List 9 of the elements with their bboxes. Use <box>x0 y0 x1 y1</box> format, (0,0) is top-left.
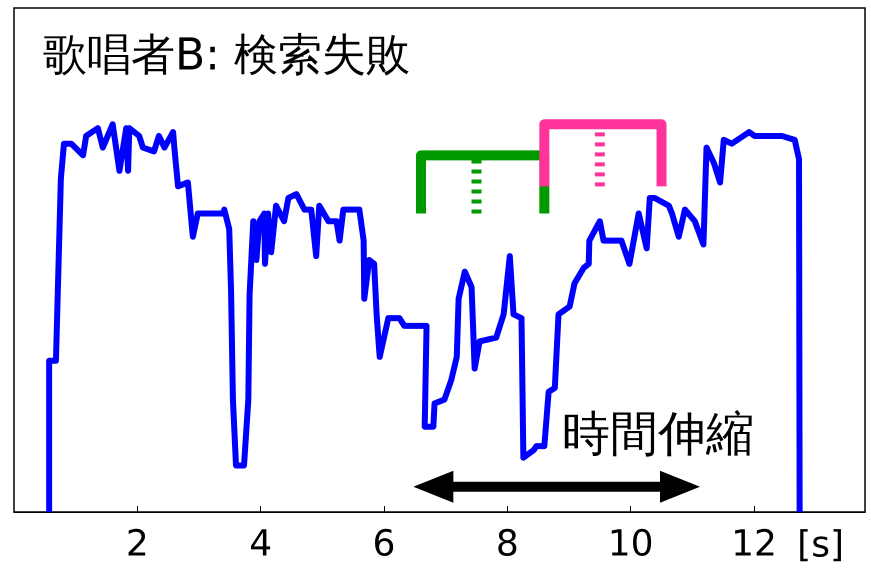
x-tick-label: 6 <box>372 524 396 564</box>
annotation: 時間伸縮 <box>562 406 754 462</box>
x-tick-label: 10 <box>608 524 654 564</box>
x-tick-label: 4 <box>249 524 272 564</box>
chart-title: 歌唱者B: 検索失敗 <box>43 30 410 80</box>
x-axis-title: [s] <box>797 524 844 566</box>
x-tick-label: 2 <box>126 524 149 564</box>
x-tick-label: 12 <box>731 524 777 564</box>
x-tick-label: 8 <box>496 524 519 564</box>
